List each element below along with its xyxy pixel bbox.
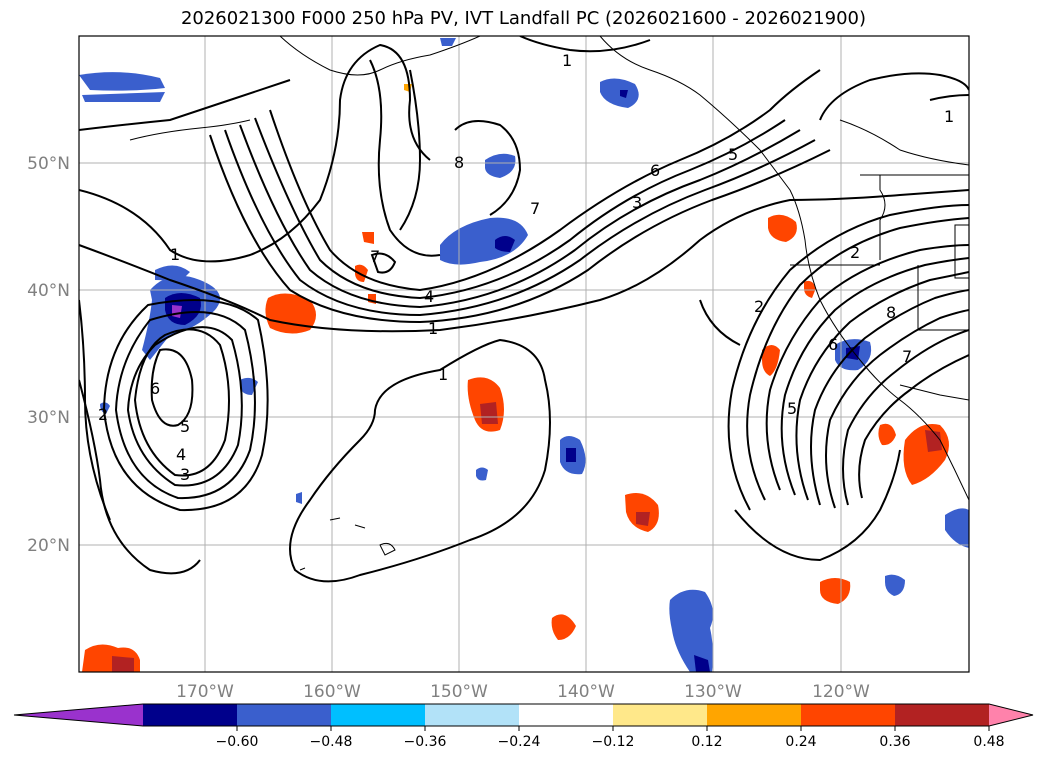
- lon-label: 120°W: [812, 682, 870, 702]
- contour-label: 7: [370, 247, 380, 266]
- map-title: 2026021300 F000 250 hPa PV, IVT Landfall…: [180, 8, 867, 29]
- contour-label: 5: [787, 399, 797, 418]
- lat-label: 40°N: [27, 281, 70, 301]
- contour-label: 1: [562, 51, 572, 70]
- contour-label: 4: [424, 287, 434, 306]
- colorbar-segment: [895, 704, 990, 726]
- lon-label: 160°W: [303, 682, 361, 702]
- lon-label: 150°W: [430, 682, 488, 702]
- map-panel: 1 1 1 1 1 2 2 2 3 3 4 4 5 5 5 6 6 6 7 7: [78, 35, 970, 673]
- pv-contours: [79, 36, 969, 583]
- contour-label: 7: [530, 199, 540, 218]
- colorbar-segment: [331, 704, 426, 726]
- longitude-labels: 170°W 160°W 150°W 140°W 130°W 120°W: [176, 682, 870, 702]
- colorbar-tick-label: −0.60: [216, 734, 259, 750]
- contour-label: 6: [828, 335, 838, 354]
- contour-label: 3: [632, 193, 642, 212]
- colorbar-extend-high: [989, 704, 1033, 726]
- contour-label: 2: [754, 297, 764, 316]
- lat-label: 20°N: [27, 536, 70, 556]
- lat-label: 30°N: [27, 408, 70, 428]
- colorbar-segment: [519, 704, 614, 726]
- contour-label: 5: [180, 417, 190, 436]
- contour-labels: 1 1 1 1 1 2 2 2 3 3 4 4 5 5 5 6 6 6 7 7: [98, 51, 954, 484]
- lon-label: 170°W: [176, 682, 234, 702]
- contour-label: 6: [150, 379, 160, 398]
- colorbar-extend-low: [14, 704, 143, 726]
- colorbar-tick-label: 0.36: [879, 734, 910, 750]
- contour-label: 6: [650, 161, 660, 180]
- colorbar-segment: [801, 704, 896, 726]
- colorbar-tick-label: 0.12: [691, 734, 722, 750]
- lon-label: 140°W: [557, 682, 615, 702]
- map-frame: [78, 35, 970, 673]
- contour-label: 1: [944, 107, 954, 126]
- contour-label: 7: [902, 347, 912, 366]
- colorbar-segment: [613, 704, 708, 726]
- colorbar-segment: [143, 704, 238, 726]
- colorbar-segment: [237, 704, 332, 726]
- contour-label: 8: [886, 303, 896, 322]
- contour-label: 1: [438, 365, 448, 384]
- contour-label: 1: [170, 245, 180, 264]
- contour-label: 2: [98, 405, 108, 424]
- contour-label: 2: [850, 243, 860, 262]
- colorbar-tick-label: −0.12: [592, 734, 635, 750]
- lon-label: 130°W: [684, 682, 742, 702]
- contour-label: 5: [728, 145, 738, 164]
- colorbar-tick-label: −0.36: [404, 734, 447, 750]
- colorbar: −0.60 −0.48 −0.36 −0.24 −0.12 0.12 0.24 0.36 0.4…: [13, 703, 1034, 750]
- latitude-labels: 20°N 30°N 40°N 50°N: [27, 154, 70, 556]
- colorbar-segment: [707, 704, 802, 726]
- colorbar-segment: [425, 704, 520, 726]
- contour-label: 3: [180, 465, 190, 484]
- colorbar-tick-label: 0.48: [973, 734, 1004, 750]
- colorbar-tick-label: −0.24: [498, 734, 541, 750]
- coastlines: [129, 36, 969, 571]
- colorbar-outline: [13, 703, 1034, 727]
- contour-label: 1: [428, 319, 438, 338]
- colorbar-tick-label: 0.24: [785, 734, 816, 750]
- lat-label: 50°N: [27, 154, 70, 174]
- contour-label: 4: [176, 445, 186, 464]
- colorbar-tick-label: −0.48: [310, 734, 353, 750]
- contour-label: 8: [454, 153, 464, 172]
